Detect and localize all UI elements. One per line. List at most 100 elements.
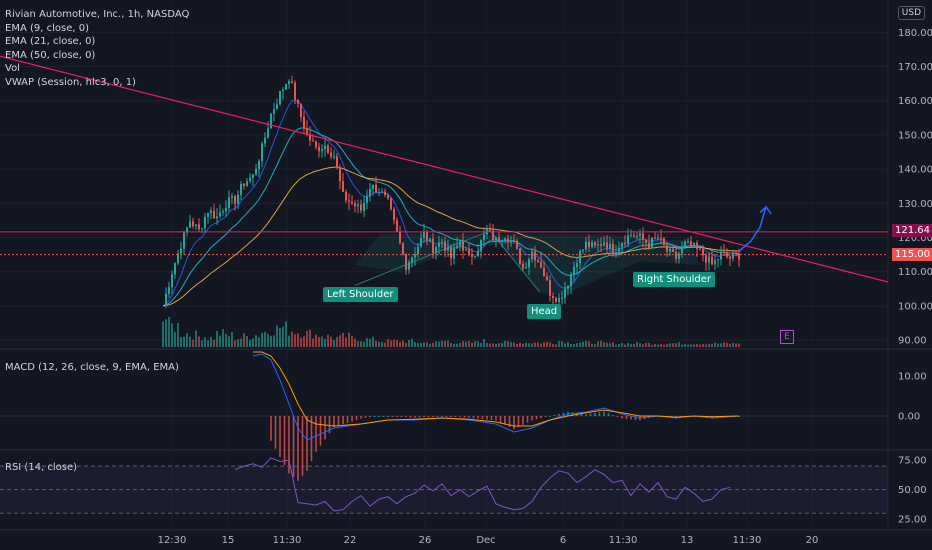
volume-bar: [216, 330, 218, 347]
candle-body: [573, 266, 575, 275]
volume-bar: [297, 333, 299, 347]
volume-bar: [621, 343, 623, 347]
candle-body: [390, 198, 392, 210]
volume-bar: [663, 344, 665, 347]
volume-bar: [576, 343, 578, 347]
macd-histogram-bar: [499, 416, 502, 423]
candle-body: [264, 137, 266, 144]
macd-histogram-bar: [405, 416, 407, 418]
chart-legend: Rivian Automotive, Inc., 1h, NASDAQ EMA …: [5, 8, 189, 89]
candle-body: [447, 247, 449, 251]
candle-body: [333, 156, 335, 158]
volume-bar: [699, 344, 701, 347]
candle-body: [519, 248, 521, 264]
candle-body: [579, 250, 581, 264]
volume-bar: [291, 331, 293, 347]
volume-bar: [177, 323, 179, 347]
candle-body: [471, 253, 473, 258]
volume-bar: [279, 328, 281, 347]
volume-bar: [573, 343, 575, 347]
macd-histogram-bar: [270, 416, 272, 441]
candle-body: [624, 242, 626, 244]
volume-bar: [321, 336, 323, 347]
macd-histogram-bar: [297, 416, 299, 481]
volume-bar: [600, 340, 602, 347]
macd-histogram-bar: [378, 416, 380, 417]
candle-body: [726, 252, 728, 257]
volume-bar: [162, 321, 164, 347]
macd-signal-line: [253, 351, 740, 427]
candle-body: [612, 243, 614, 256]
volume-bar: [420, 343, 422, 347]
macd-histogram-bar: [526, 416, 529, 423]
candle-body: [225, 207, 227, 212]
macd-histogram-bar: [387, 416, 389, 417]
macd-histogram-bar: [486, 416, 488, 420]
ema50-line: [162, 166, 740, 307]
volume-bar: [411, 338, 413, 347]
candle-body: [429, 238, 431, 242]
volume-bar: [603, 342, 605, 347]
earnings-badge[interactable]: E: [780, 330, 794, 344]
candle-body: [465, 249, 467, 251]
candle-body: [678, 253, 680, 259]
macd-histogram-bar: [562, 412, 565, 416]
candle-body: [342, 181, 344, 192]
rsi-tick-label: 50.00: [898, 485, 927, 496]
volume-bar: [522, 343, 524, 347]
candle-body: [216, 216, 218, 219]
candle-body: [219, 212, 221, 217]
volume-bar: [237, 339, 239, 347]
volume-bar: [366, 338, 368, 347]
resistance-price-tag: 121.64: [892, 224, 932, 237]
candle-body: [441, 241, 443, 243]
macd-histogram-bar: [436, 416, 439, 417]
macd-histogram-bar: [432, 416, 434, 417]
candle-body: [564, 288, 566, 298]
volume-bar: [363, 341, 365, 347]
macd-histogram-bar: [477, 416, 479, 419]
volume-bar: [198, 336, 200, 347]
candle-body: [165, 293, 167, 307]
volume-bar: [333, 339, 335, 347]
volume-bar: [669, 343, 671, 347]
macd-histogram-bar: [355, 416, 358, 421]
volume-bar: [591, 343, 593, 347]
volume-bar: [696, 343, 698, 347]
volume-bar: [246, 335, 248, 347]
time-tick-label: 6: [560, 535, 566, 546]
volume-bar: [729, 343, 731, 347]
volume-bar: [495, 344, 497, 347]
candle-body: [642, 233, 644, 240]
macd-histogram-bar: [472, 416, 475, 419]
candle-body: [444, 241, 446, 251]
candle-body: [477, 251, 479, 257]
volume-bar: [327, 334, 329, 347]
candle-body: [666, 244, 668, 252]
volume-bar: [306, 331, 308, 347]
volume-bar: [738, 343, 740, 347]
rsi-tick-label: 25.00: [898, 515, 927, 526]
currency-badge[interactable]: USD: [897, 6, 925, 20]
candle-body: [456, 245, 458, 249]
volume-bar: [723, 342, 725, 347]
volume-bar: [390, 340, 392, 347]
volume-bar: [528, 343, 530, 347]
volume-bar: [648, 342, 650, 347]
candle-body: [171, 274, 173, 288]
volume-bar: [642, 344, 644, 347]
candle-body: [414, 254, 416, 258]
macd-histogram-bar: [630, 416, 632, 420]
candle-body: [618, 247, 620, 253]
left-shoulder-label: Left Shoulder: [323, 287, 398, 302]
rsi-line: [234, 457, 731, 512]
candle-body: [300, 103, 302, 117]
candle-body: [474, 256, 476, 258]
macd-histogram-bar: [463, 416, 466, 418]
candle-body: [627, 235, 629, 244]
volume-bar: [435, 341, 437, 347]
candle-body: [435, 246, 437, 253]
candle-body: [336, 156, 338, 168]
rsi-legend: RSI (14, close): [5, 462, 78, 473]
